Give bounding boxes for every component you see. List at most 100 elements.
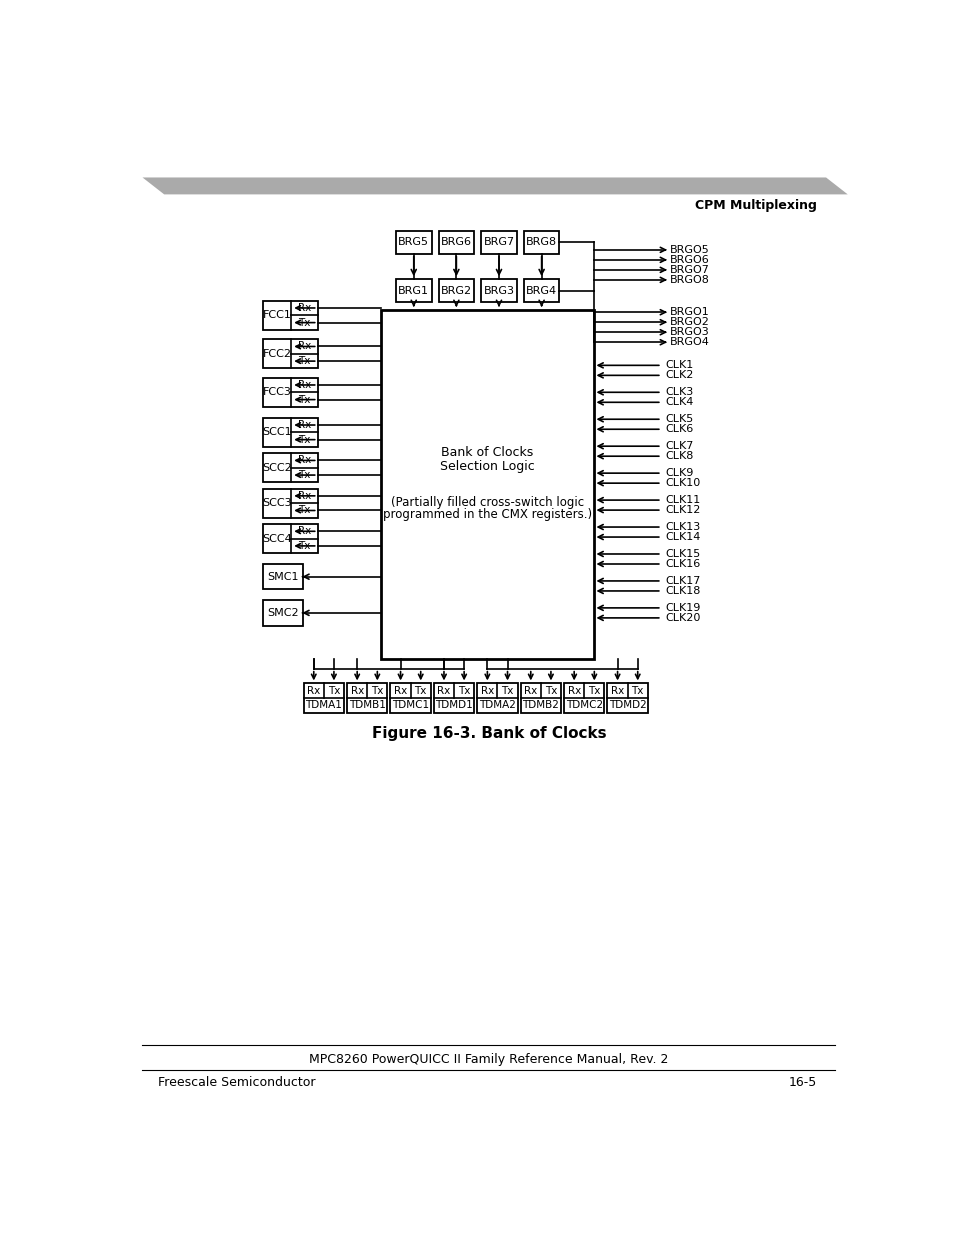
Text: Rx: Rx — [297, 303, 311, 312]
Text: CLK14: CLK14 — [665, 532, 700, 542]
Text: CLK1: CLK1 — [665, 361, 693, 370]
Bar — [303, 683, 344, 713]
Text: CLK13: CLK13 — [665, 522, 700, 532]
Text: BRGO6: BRGO6 — [669, 254, 708, 264]
Text: Tx: Tx — [457, 685, 470, 695]
Text: TDMA1: TDMA1 — [305, 700, 342, 710]
Text: BRGO8: BRGO8 — [669, 275, 709, 285]
Text: TDMC2: TDMC2 — [565, 700, 602, 710]
Bar — [347, 683, 387, 713]
Text: FCC1: FCC1 — [262, 310, 291, 320]
Text: Tx: Tx — [371, 685, 383, 695]
Text: Rx: Rx — [297, 526, 311, 536]
Text: BRG6: BRG6 — [440, 237, 472, 247]
Text: CLK8: CLK8 — [665, 451, 693, 461]
Text: TDMD1: TDMD1 — [435, 700, 473, 710]
Text: CLK19: CLK19 — [665, 603, 700, 613]
Text: BRGO7: BRGO7 — [669, 264, 709, 275]
Text: BRG5: BRG5 — [397, 237, 429, 247]
Text: CLK20: CLK20 — [665, 613, 700, 622]
Bar — [262, 453, 317, 483]
Text: Rx: Rx — [297, 341, 311, 352]
Text: Rx: Rx — [480, 685, 494, 695]
Text: Rx: Rx — [436, 685, 450, 695]
Polygon shape — [142, 178, 847, 194]
Bar — [262, 564, 303, 589]
Text: Tx: Tx — [415, 685, 426, 695]
Text: TDMB2: TDMB2 — [522, 700, 558, 710]
Text: CLK3: CLK3 — [665, 388, 693, 398]
Text: BRGO4: BRGO4 — [669, 337, 709, 347]
Bar — [438, 231, 474, 253]
Text: Tx: Tx — [298, 505, 311, 515]
Text: Rx: Rx — [523, 685, 537, 695]
Text: BRG1: BRG1 — [397, 285, 429, 295]
Text: CLK16: CLK16 — [665, 559, 700, 569]
Text: CLK10: CLK10 — [665, 478, 700, 488]
Text: CLK17: CLK17 — [665, 576, 700, 585]
Text: BRGO3: BRGO3 — [669, 327, 708, 337]
Text: Rx: Rx — [350, 685, 363, 695]
Bar — [262, 417, 317, 447]
Text: Rx: Rx — [297, 380, 311, 390]
Text: Rx: Rx — [297, 490, 311, 501]
Bar — [523, 279, 558, 303]
Text: CPM Multiplexing: CPM Multiplexing — [694, 199, 816, 212]
Bar — [390, 683, 431, 713]
Text: Rx: Rx — [610, 685, 623, 695]
Bar — [381, 310, 593, 658]
Text: Tx: Tx — [328, 685, 340, 695]
Bar — [395, 231, 431, 253]
Bar — [480, 279, 517, 303]
Text: FCC3: FCC3 — [262, 388, 291, 398]
Text: SCC3: SCC3 — [262, 498, 292, 508]
Bar — [480, 231, 517, 253]
Text: Rx: Rx — [297, 420, 311, 430]
Text: SMC1: SMC1 — [267, 572, 298, 582]
Text: TDMC1: TDMC1 — [392, 700, 429, 710]
Text: BRGO5: BRGO5 — [669, 245, 708, 254]
Text: Tx: Tx — [587, 685, 599, 695]
Text: BRG4: BRG4 — [525, 285, 557, 295]
Bar — [262, 378, 317, 406]
Text: Bank of Clocks: Bank of Clocks — [441, 446, 533, 459]
Bar — [262, 300, 317, 330]
Text: Tx: Tx — [544, 685, 557, 695]
Text: SCC4: SCC4 — [262, 534, 292, 543]
Text: Rx: Rx — [394, 685, 407, 695]
Text: TDMD2: TDMD2 — [608, 700, 646, 710]
Text: CLK4: CLK4 — [665, 398, 693, 408]
Text: 16-5: 16-5 — [788, 1076, 816, 1089]
Text: SCC2: SCC2 — [262, 463, 292, 473]
Text: Tx: Tx — [298, 471, 311, 480]
Text: Freescale Semiconductor: Freescale Semiconductor — [158, 1076, 315, 1089]
Text: CLK11: CLK11 — [665, 495, 700, 505]
Text: BRG2: BRG2 — [440, 285, 472, 295]
Bar — [395, 279, 431, 303]
Text: CLK12: CLK12 — [665, 505, 700, 515]
Text: BRG7: BRG7 — [483, 237, 514, 247]
Text: CLK9: CLK9 — [665, 468, 693, 478]
Bar — [520, 683, 560, 713]
Bar — [434, 683, 474, 713]
Text: BRGO2: BRGO2 — [669, 317, 709, 327]
Bar — [262, 524, 317, 553]
Bar — [438, 279, 474, 303]
Text: SMC2: SMC2 — [267, 608, 298, 618]
Bar — [563, 683, 604, 713]
Text: CLK6: CLK6 — [665, 425, 693, 435]
Text: MPC8260 PowerQUICC II Family Reference Manual, Rev. 2: MPC8260 PowerQUICC II Family Reference M… — [309, 1052, 668, 1066]
Text: CLK7: CLK7 — [665, 441, 693, 451]
Text: (Partially filled cross-switch logic: (Partially filled cross-switch logic — [391, 496, 583, 509]
Text: TDMB1: TDMB1 — [349, 700, 385, 710]
Text: BRG8: BRG8 — [525, 237, 557, 247]
Text: Tx: Tx — [501, 685, 513, 695]
Text: Tx: Tx — [298, 395, 311, 405]
Text: Figure 16-3. Bank of Clocks: Figure 16-3. Bank of Clocks — [372, 726, 605, 741]
Text: CLK15: CLK15 — [665, 550, 700, 559]
Text: CLK2: CLK2 — [665, 370, 693, 380]
Text: FCC2: FCC2 — [262, 348, 292, 359]
Text: Rx: Rx — [567, 685, 580, 695]
Text: CLK5: CLK5 — [665, 414, 693, 425]
Text: Rx: Rx — [297, 456, 311, 466]
